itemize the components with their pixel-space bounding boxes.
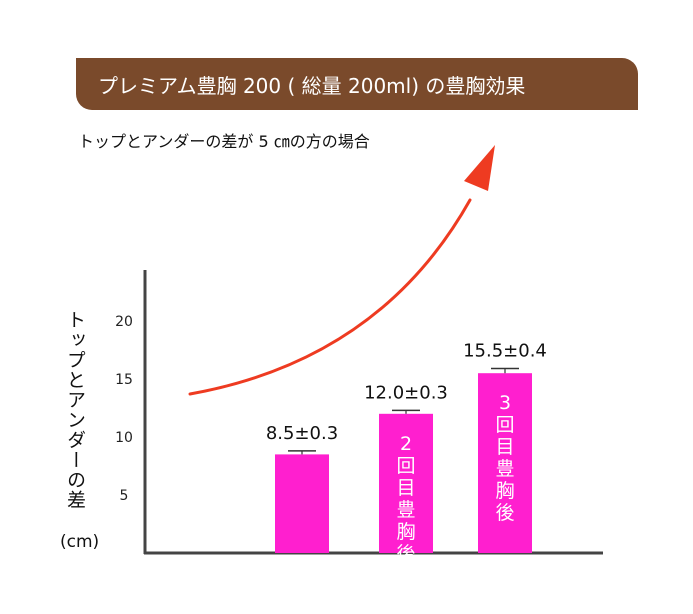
data-label-2: 12.0±0.3	[364, 382, 448, 403]
chart-title: プレミアム豊胸 200 ( 総量 200ml) の豊胸効果	[98, 73, 526, 98]
bar-3	[478, 373, 532, 553]
y-axis-unit: (cm)	[60, 532, 100, 552]
data-label-3: 15.5±0.4	[463, 341, 547, 362]
trend-arrow-head	[464, 145, 495, 191]
y-tick-label-20: 20	[115, 314, 133, 330]
data-label-1: 8.5±0.3	[266, 423, 338, 444]
y-tick-label-10: 10	[115, 430, 133, 446]
bar-text-2: 2 回目豊胸後	[396, 433, 415, 565]
trend-arrow	[188, 198, 472, 396]
chart-subtitle: トップとアンダーの差が 5 ㎝の方の場合	[78, 132, 370, 151]
y-axis-label: トップとアンダーの差	[64, 310, 86, 510]
bar-1	[275, 454, 329, 553]
bar-2	[379, 413, 433, 553]
y-tick-label-15: 15	[115, 372, 133, 388]
title-banner: プレミアム豊胸 200 ( 総量 200ml) の豊胸効果	[76, 58, 638, 110]
y-tick-label-5: 5	[120, 488, 129, 504]
bar-text-3: 3 回目豊胸後	[495, 392, 514, 524]
